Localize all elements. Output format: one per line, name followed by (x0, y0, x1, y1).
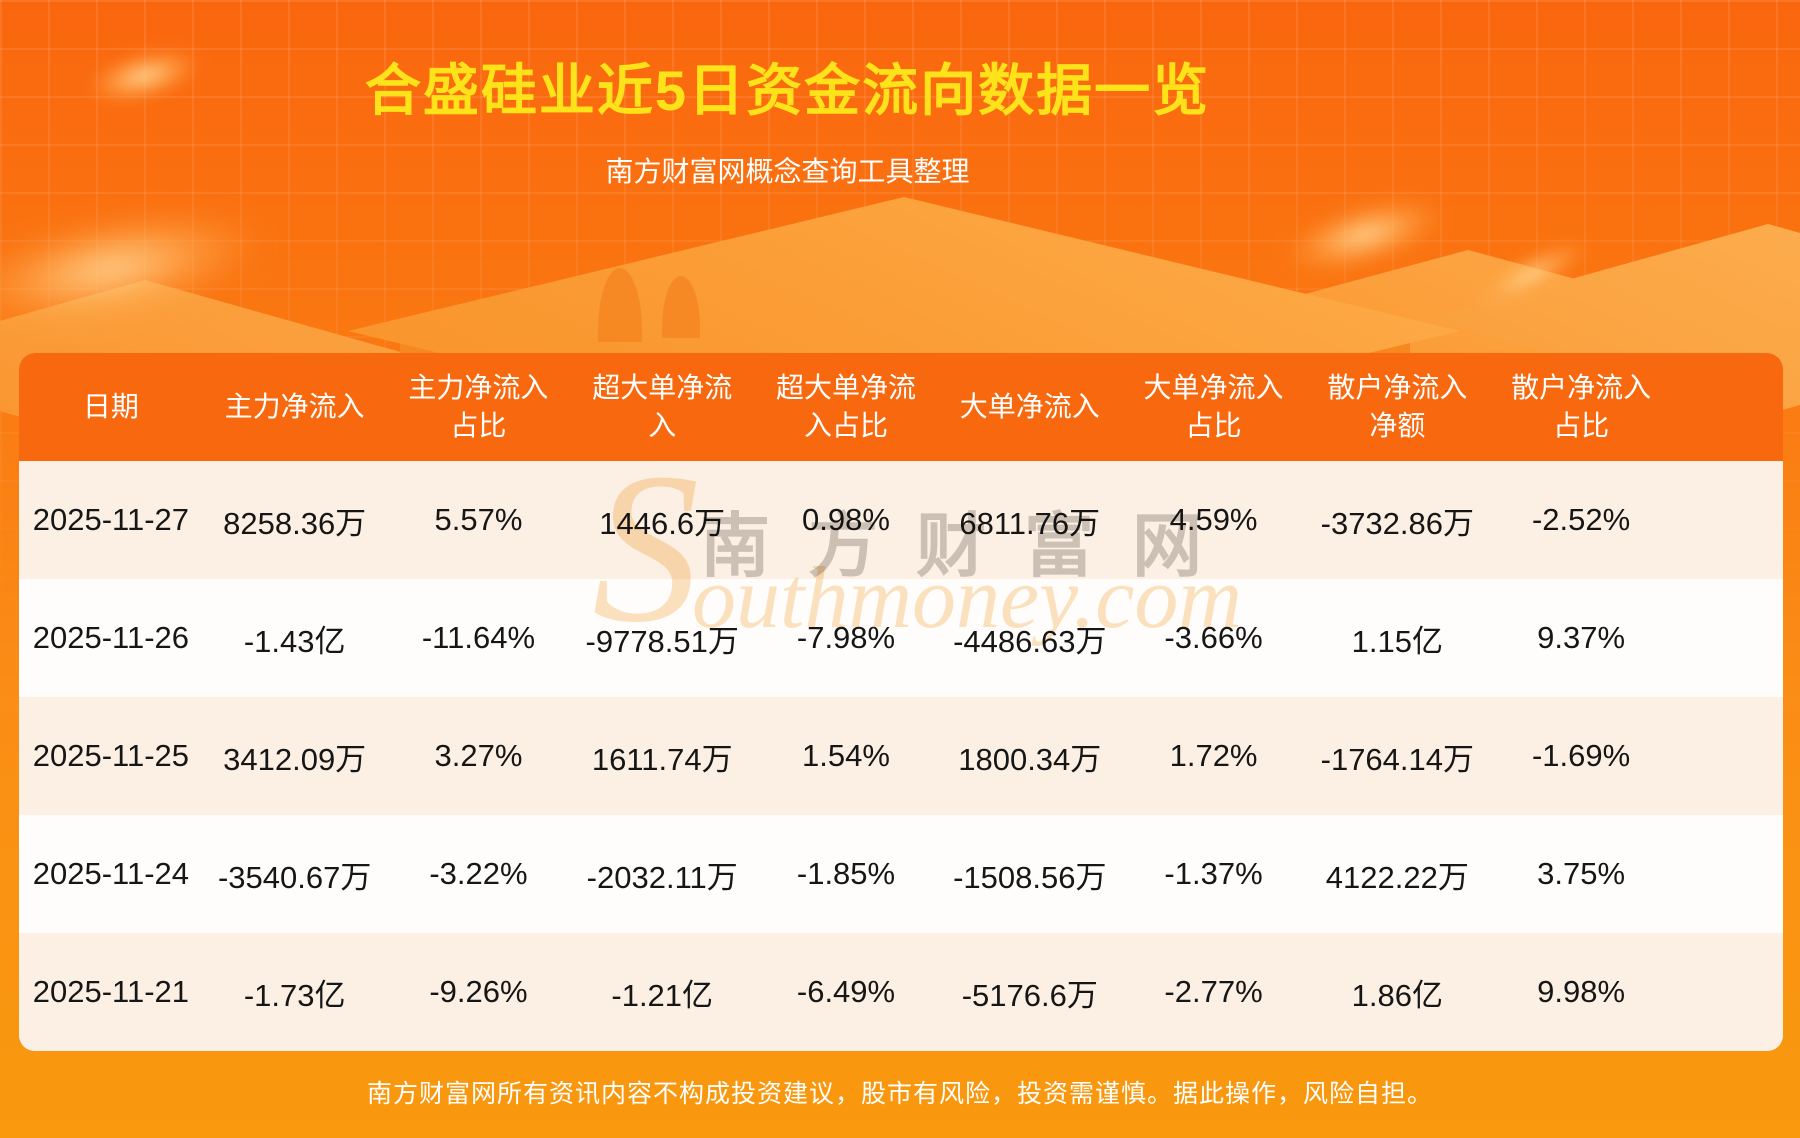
table-cell: 1.15亿 (1351, 623, 1443, 659)
table-cell: -1.21亿 (611, 977, 714, 1013)
table-cell: 6811.76万 (959, 505, 1101, 541)
disclaimer-text: 南方财富网所有资讯内容不构成投资建议，股市有风险，投资需谨慎。据此操作，风险自担… (366, 1080, 1433, 1108)
table-cell: -1.69% (1531, 738, 1631, 773)
table-cell: 1800.34万 (958, 741, 1102, 777)
col-header-label: 大单净流入占比 (1143, 372, 1284, 441)
table-cell: -3.66% (1164, 620, 1263, 655)
cell-date: 2025-11-27 (32, 502, 190, 537)
table-row: 2025-11-26 -1.43亿 -11.64% -9778.51万 -7.9… (19, 579, 1783, 697)
table-cell: 5.57% (434, 502, 523, 537)
cell-date: 2025-11-25 (32, 738, 190, 773)
col-header-xl-order-inflow-pct: 超大单净流入占比 (754, 369, 938, 445)
col-header-xl-order-inflow: 超大单净流入 (570, 369, 754, 445)
col-header-retail-inflow-pct: 散户净流入占比 (1489, 369, 1673, 445)
table-body: 2025-11-27 8258.36万 5.57% 1446.6万 0.98% … (19, 461, 1783, 1051)
table-cell: 0.98% (802, 502, 890, 537)
table-cell: 3.27% (434, 738, 523, 773)
col-header-date: 日期 (19, 388, 203, 426)
table-row: 2025-11-24 -3540.67万 -3.22% -2032.11万 -1… (19, 815, 1783, 933)
table-cell: -11.64% (421, 620, 536, 655)
col-header-label: 超大单净流入 (592, 372, 733, 441)
table-cell: 1611.74万 (591, 741, 733, 777)
col-header-large-order-inflow: 大单净流入 (938, 388, 1122, 426)
col-header-main-inflow: 主力净流入 (203, 388, 387, 426)
table-cell: -3540.67万 (217, 859, 372, 895)
table-cell: -3732.86万 (1320, 505, 1475, 541)
table-cell: -1.43亿 (243, 623, 346, 659)
table-cell: 1.86亿 (1351, 977, 1443, 1013)
table-cell: 8258.36万 (223, 505, 367, 541)
col-header-retail-inflow: 散户净流入净额 (1305, 369, 1489, 445)
col-header-label: 日期 (82, 391, 139, 423)
table-cell: -1764.14万 (1320, 741, 1475, 777)
table-cell: 1446.6万 (599, 505, 726, 541)
col-header-main-inflow-pct: 主力净流入占比 (387, 369, 571, 445)
table-cell: -7.98% (796, 620, 896, 655)
table-row: 2025-11-27 8258.36万 5.57% 1446.6万 0.98% … (19, 461, 1783, 579)
table-cell: 9.37% (1537, 620, 1626, 655)
table-cell: -2032.11万 (586, 859, 738, 895)
table-cell: -1508.56万 (953, 859, 1107, 895)
table-row: 2025-11-21 -1.73亿 -9.26% -1.21亿 -6.49% -… (19, 933, 1783, 1051)
table-cell: -1.73亿 (243, 977, 346, 1013)
table-cell: 1.54% (802, 738, 890, 773)
cell-date: 2025-11-21 (32, 974, 190, 1009)
page-title: 合盛硅业近5日资金流向数据一览 (364, 59, 1211, 122)
cell-date: 2025-11-24 (32, 856, 190, 891)
table-cell: -5176.6万 (961, 977, 1098, 1013)
table-row: 2025-11-25 3412.09万 3.27% 1611.74万 1.54%… (19, 697, 1783, 815)
table-cell: -1.37% (1164, 856, 1263, 891)
col-header-label: 散户净流入占比 (1511, 372, 1652, 441)
col-header-label: 主力净流入 (224, 391, 365, 423)
col-header-label: 散户净流入净额 (1327, 372, 1468, 441)
page-subtitle: 南方财富网概念查询工具整理 (605, 156, 970, 187)
table-cell: -3.22% (429, 856, 528, 891)
table-cell: -4486.63万 (953, 623, 1107, 659)
table-cell: 4.59% (1169, 502, 1258, 537)
fund-flow-table: 日期 主力净流入 主力净流入占比 超大单净流入 超大单净流入占比 大单净流入 大… (19, 353, 1783, 1051)
table-cell: 4122.22万 (1325, 859, 1469, 895)
table-cell: -1.85% (796, 856, 896, 891)
table-cell: -2.52% (1531, 502, 1631, 537)
table-cell: -2.77% (1164, 974, 1263, 1009)
col-header-label: 大单净流入 (959, 391, 1100, 423)
col-header-label: 主力净流入占比 (408, 372, 549, 441)
table-cell: 9.98% (1537, 974, 1626, 1009)
table-cell: 3412.09万 (223, 741, 367, 777)
table-cell: 1.72% (1169, 738, 1258, 773)
table-cell: -9.26% (429, 974, 528, 1009)
table-header-row: 日期 主力净流入 主力净流入占比 超大单净流入 超大单净流入占比 大单净流入 大… (19, 353, 1783, 461)
table-cell: -6.49% (796, 974, 896, 1009)
cell-date: 2025-11-26 (32, 620, 190, 655)
col-header-label: 超大单净流入占比 (775, 372, 916, 441)
table-cell: 3.75% (1537, 856, 1626, 891)
col-header-large-order-inflow-pct: 大单净流入占比 (1122, 369, 1306, 445)
table-cell: -9778.51万 (585, 623, 739, 659)
